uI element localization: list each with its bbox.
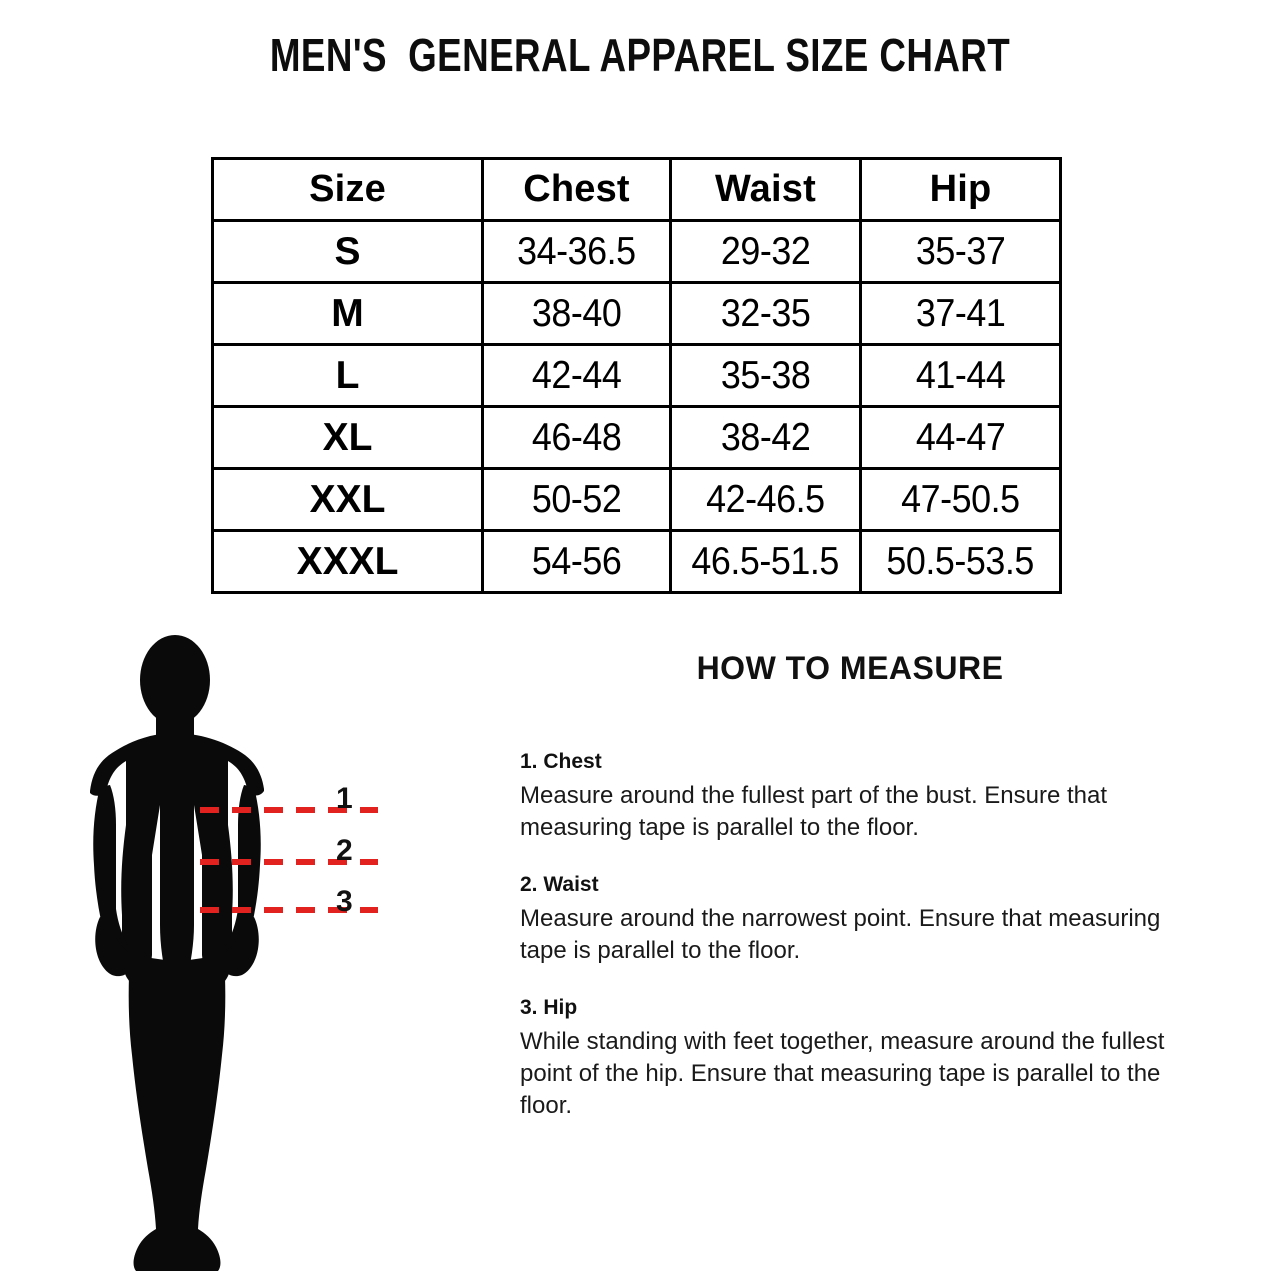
cell-chest: 46-48: [481, 405, 672, 470]
cell-waist-value: 42-46.5: [706, 477, 825, 521]
how-to-measure-title: HOW TO MEASURE: [696, 650, 1004, 686]
cell-waist: 29-32: [669, 219, 862, 284]
cell-size: XXXL: [211, 529, 484, 594]
cell-hip: 44-47: [859, 405, 1062, 470]
cell-chest-value: 38-40: [531, 291, 622, 335]
measure-instruction-heading: 2. Waist: [520, 873, 599, 897]
cell-hip-value: 37-41: [915, 291, 1006, 335]
cell-hip-value: 41-44: [915, 353, 1006, 397]
cell-hip: 35-37: [859, 219, 1062, 284]
cell-size: XXL: [211, 467, 484, 532]
table-row: M 38-40 32-35 37-41: [211, 281, 1062, 346]
measure-instruction-hip: 3. Hip While standing with feet together…: [520, 995, 1220, 1122]
table-header-row: Size Chest Waist Hip: [211, 157, 1062, 222]
cell-waist-value: 29-32: [720, 229, 811, 273]
cell-hip-value: 35-37: [915, 229, 1006, 273]
measure-instruction-heading: 3. Hip: [520, 996, 578, 1020]
cell-size: S: [211, 219, 484, 284]
cell-hip: 41-44: [859, 343, 1062, 408]
cell-hip: 47-50.5: [859, 467, 1062, 532]
cell-waist-value: 46.5-51.5: [691, 539, 840, 583]
cell-waist-value: 32-35: [720, 291, 811, 335]
size-chart-table-container: Size Chest Waist Hip S 34-36.5 29-32 35-…: [211, 157, 1062, 594]
cell-waist: 46.5-51.5: [669, 529, 862, 594]
cell-waist-value: 35-38: [720, 353, 811, 397]
measure-instruction-waist: 2. Waist Measure around the narrowest po…: [520, 872, 1220, 967]
column-header-size: Size: [211, 157, 484, 222]
measure-marker-2: 2: [336, 834, 353, 867]
cell-waist: 32-35: [669, 281, 862, 346]
cell-chest: 38-40: [481, 281, 672, 346]
cell-size: XL: [211, 405, 484, 470]
cell-hip: 50.5-53.5: [859, 529, 1062, 594]
size-chart-table: Size Chest Waist Hip S 34-36.5 29-32 35-…: [211, 157, 1062, 594]
human-body-silhouette-icon: [90, 635, 264, 1271]
cell-chest: 50-52: [481, 467, 672, 532]
measure-instruction-heading: 1. Chest: [520, 750, 602, 773]
cell-chest-value: 50-52: [531, 477, 622, 521]
measure-instruction-body: While standing with feet together, measu…: [520, 1028, 1165, 1120]
table-row: XL 46-48 38-42 44-47: [211, 405, 1062, 470]
measure-instruction-body: Measure around the narrowest point. Ensu…: [520, 905, 1161, 965]
measure-marker-3: 3: [336, 885, 353, 918]
cell-chest-value: 46-48: [531, 415, 622, 459]
table-row: XXXL 54-56 46.5-51.5 50.5-53.5: [211, 529, 1062, 594]
cell-chest: 42-44: [481, 343, 672, 408]
cell-hip-value: 47-50.5: [901, 477, 1020, 521]
column-header-waist: Waist: [669, 157, 862, 222]
cell-waist: 38-42: [669, 405, 862, 470]
cell-size: L: [211, 343, 484, 408]
cell-size: M: [211, 281, 484, 346]
table-row: S 34-36.5 29-32 35-37: [211, 219, 1062, 284]
cell-hip: 37-41: [859, 281, 1062, 346]
cell-hip-value: 50.5-53.5: [886, 539, 1035, 583]
measure-instruction-body: Measure around the fullest part of the b…: [520, 782, 1108, 842]
cell-chest-value: 34-36.5: [517, 229, 636, 273]
cell-waist: 35-38: [669, 343, 862, 408]
cell-waist: 42-46.5: [669, 467, 862, 532]
column-header-hip: Hip: [859, 157, 1062, 222]
table-row: XXL 50-52 42-46.5 47-50.5: [211, 467, 1062, 532]
cell-chest: 54-56: [481, 529, 672, 594]
table-row: L 42-44 35-38 41-44: [211, 343, 1062, 408]
cell-waist-value: 38-42: [720, 415, 811, 459]
cell-chest-value: 54-56: [531, 539, 622, 583]
cell-chest: 34-36.5: [481, 219, 672, 284]
measure-instruction-chest: 1. Chest Measure around the fullest part…: [520, 749, 1220, 844]
cell-hip-value: 44-47: [915, 415, 1006, 459]
cell-chest-value: 42-44: [531, 353, 622, 397]
how-to-measure-panel: HOW TO MEASURE 1. Chest Measure around t…: [520, 650, 1220, 1122]
measure-marker-1: 1: [336, 782, 353, 815]
body-silhouette-figure: [90, 635, 378, 1271]
column-header-chest: Chest: [481, 157, 672, 222]
page-title: MEN'S GENERAL APPAREL SIZE CHART: [269, 29, 1011, 81]
